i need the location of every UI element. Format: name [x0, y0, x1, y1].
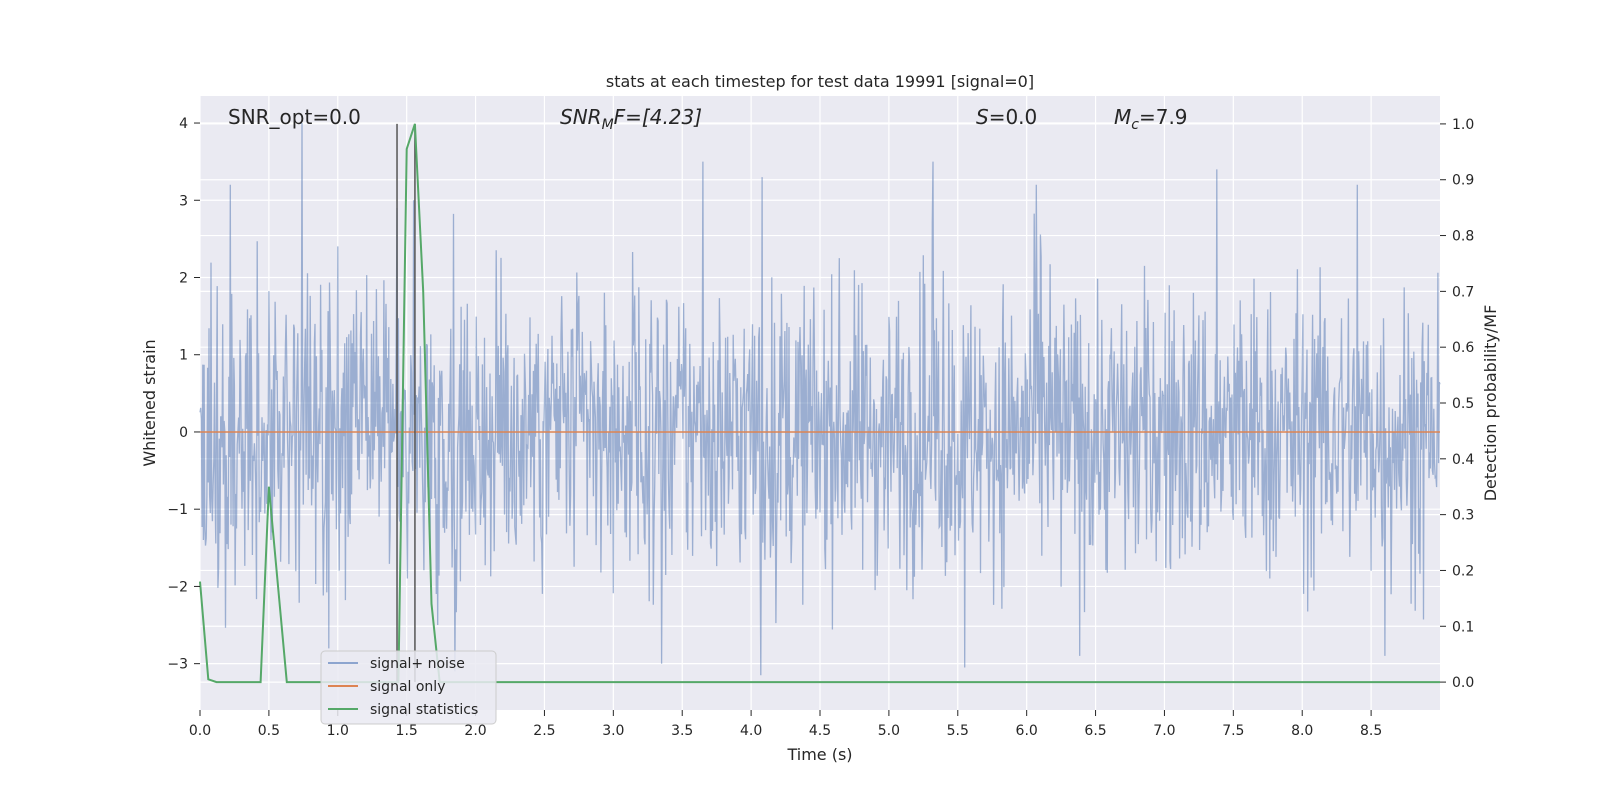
signal-noise-line — [199, 122, 1441, 676]
x-tick-label: 7.0 — [1153, 723, 1175, 739]
y2-tick-label: 0.0 — [1452, 675, 1474, 691]
y-tick-label: 2 — [179, 270, 188, 286]
ticks: 0.0 0.5 1.0 1.5 2.0 2.5 3.0 3.5 4.0 4.5 5.0 5.5 6.0 6… — [167, 116, 1474, 739]
x-tick-label: 1.5 — [396, 723, 418, 739]
y-tick-label: −3 — [167, 657, 188, 673]
x-tick-label: 2.0 — [464, 723, 486, 739]
s-rest: =0.0 — [989, 105, 1038, 129]
s-base: S — [976, 105, 989, 129]
y2-tick-label: 0.9 — [1452, 173, 1474, 189]
noise-series — [199, 122, 1441, 676]
y2-tick-label: 0.5 — [1452, 396, 1474, 412]
snr-mf-sub: M — [602, 117, 614, 133]
y2-tick-label: 0.1 — [1452, 619, 1474, 635]
x-tick-label: 3.0 — [602, 723, 624, 739]
y-tick-label: −2 — [167, 579, 188, 595]
y2-tick-label: 0.2 — [1452, 563, 1474, 579]
y-tick-label: 3 — [179, 193, 188, 209]
x-tick-label: 4.0 — [740, 723, 762, 739]
snr-opt-annotation: SNR_opt=0.0 — [228, 105, 361, 129]
y2-tick-label: 0.4 — [1452, 452, 1474, 468]
legend-label-signal: signal only — [370, 679, 445, 695]
snr-mf-annotation: SNRMF=[4.23] — [560, 105, 702, 133]
x-tick-label: 8.5 — [1360, 723, 1382, 739]
legend-label-noise: signal+ noise — [370, 656, 465, 672]
snr-mf-base: SNR — [560, 105, 602, 129]
chart-title: stats at each timestep for test data 199… — [606, 72, 1034, 91]
x-tick-label: 8.0 — [1291, 723, 1313, 739]
x-tick-label: 2.5 — [533, 723, 555, 739]
x-tick-label: 0.0 — [189, 723, 211, 739]
mc-sub: c — [1131, 117, 1139, 133]
mc-base: M — [1114, 105, 1131, 129]
x-axis-label: Time (s) — [786, 745, 852, 764]
x-tick-label: 3.5 — [671, 723, 693, 739]
vertical-markers — [396, 123, 416, 683]
y-tick-label: 1 — [179, 348, 188, 364]
mc-rest: =7.9 — [1139, 105, 1188, 129]
y-tick-label: 0 — [179, 425, 188, 441]
y-tick-label: 4 — [179, 116, 188, 132]
y-tick-label: −1 — [167, 502, 188, 518]
x-tick-label: 5.0 — [878, 723, 900, 739]
x-tick-label: 7.5 — [1222, 723, 1244, 739]
x-tick-label: 6.0 — [1016, 723, 1038, 739]
y2-tick-label: 0.8 — [1452, 229, 1474, 245]
y-axis-label: Whitened strain — [140, 339, 159, 466]
legend-label-stats: signal statistics — [370, 702, 478, 718]
x-tick-label: 5.5 — [947, 723, 969, 739]
y2-tick-label: 0.6 — [1452, 340, 1474, 356]
x-tick-label: 0.5 — [258, 723, 280, 739]
y2-tick-label: 0.7 — [1452, 284, 1474, 300]
mc-annotation: Mc=7.9 — [1114, 105, 1188, 133]
x-tick-label: 1.0 — [327, 723, 349, 739]
y2-tick-label: 1.0 — [1452, 117, 1474, 133]
legend-box — [320, 650, 497, 725]
y2-tick-label: 0.3 — [1452, 508, 1474, 524]
s-annotation: S=0.0 — [976, 105, 1037, 129]
y2-axis-label: Detection probability/MF — [1481, 305, 1500, 502]
snr-mf-rest: F=[4.23] — [614, 105, 702, 129]
legend: signal+ noise signal only signal statist… — [320, 650, 497, 725]
x-tick-label: 6.5 — [1084, 723, 1106, 739]
x-tick-label: 4.5 — [809, 723, 831, 739]
